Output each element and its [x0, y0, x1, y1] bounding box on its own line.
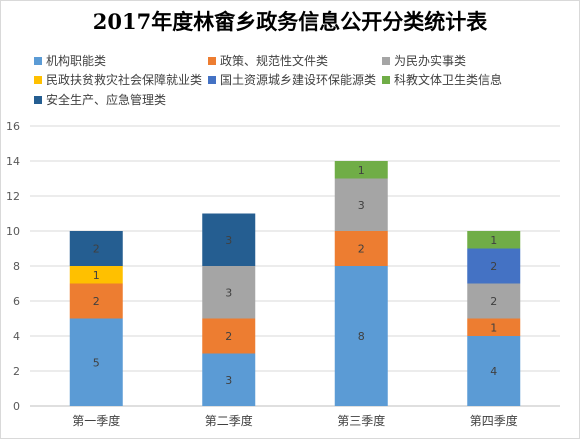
data-label: 4: [490, 365, 497, 378]
legend-item: 科教文体卫生类信息: [382, 73, 502, 87]
y-tick-label: 10: [6, 225, 20, 238]
bar-segment: [202, 213, 256, 266]
y-tick-label: 6: [13, 295, 20, 308]
data-label: 2: [93, 295, 100, 308]
legend-item: 民政扶贫救灾社会保障就业类: [34, 73, 202, 87]
data-label: 1: [490, 321, 497, 334]
data-label: 3: [225, 286, 232, 299]
bar-segment: [69, 318, 123, 406]
data-label: 2: [225, 330, 232, 343]
x-category-label: 第三季度: [337, 413, 385, 428]
data-label: 2: [358, 243, 365, 256]
legend-swatch: [34, 76, 42, 84]
bar-segment: [334, 266, 388, 406]
legend-item: 机构职能类: [34, 54, 106, 68]
y-tick-label: 4: [13, 330, 20, 343]
legend-label: 机构职能类: [46, 54, 107, 68]
data-label: 2: [93, 243, 100, 256]
bar-segment: [467, 318, 521, 336]
y-tick-label: 2: [13, 365, 20, 378]
x-category-label: 第一季度: [72, 413, 120, 428]
bar-segment: [202, 266, 256, 319]
legend-swatch: [208, 76, 216, 84]
legend-label: 民政扶贫救灾社会保障就业类: [46, 73, 203, 87]
data-label: 3: [225, 234, 232, 247]
legend-item: 安全生产、应急管理类: [34, 93, 166, 107]
y-tick-label: 14: [6, 155, 20, 168]
bar-segment: [69, 266, 123, 284]
legend-item: 为民办实事类: [382, 54, 466, 68]
chart-title: 2017年度林畲乡政务信息公开分类统计表: [92, 9, 488, 34]
data-label: 5: [93, 356, 100, 369]
legend-swatch: [382, 76, 390, 84]
y-tick-label: 16: [6, 120, 20, 133]
bar-segment: [467, 231, 521, 249]
legend-swatch: [382, 57, 390, 65]
data-label: 3: [358, 199, 365, 212]
legend-swatch: [34, 57, 42, 65]
data-label: 2: [490, 260, 497, 273]
data-label: 2: [490, 295, 497, 308]
bar-segment: [334, 178, 388, 231]
bar-segment: [467, 283, 521, 319]
y-tick-label: 12: [6, 190, 20, 203]
y-tick-label: 0: [13, 400, 20, 413]
bar-segment: [467, 336, 521, 406]
legend-label: 国土资源城乡建设环保能源类: [220, 73, 377, 87]
data-label: 8: [358, 330, 365, 343]
data-label: 3: [225, 374, 232, 387]
bar-segment: [202, 318, 256, 354]
legend-swatch: [208, 57, 216, 65]
x-category-label: 第四季度: [470, 413, 518, 428]
legend-label: 科教文体卫生类信息: [394, 73, 503, 87]
legend-label: 政策、规范性文件类: [220, 54, 329, 68]
legend-label: 为民办实事类: [394, 54, 467, 68]
bar-segment: [334, 161, 388, 179]
legend-item: 国土资源城乡建设环保能源类: [208, 73, 376, 87]
legend-swatch: [34, 96, 42, 104]
legend-label: 安全生产、应急管理类: [46, 93, 167, 107]
x-category-label: 第二季度: [205, 413, 253, 428]
bar-segment: [69, 231, 123, 266]
data-label: 1: [358, 164, 365, 177]
bar-segment: [334, 231, 388, 266]
data-label: 1: [490, 234, 497, 247]
legend-item: 政策、规范性文件类: [208, 54, 328, 68]
bar-segment: [467, 248, 521, 284]
bar-segment: [202, 353, 256, 406]
y-tick-label: 8: [13, 260, 20, 273]
data-label: 1: [93, 269, 100, 282]
bar-segment: [69, 283, 123, 319]
